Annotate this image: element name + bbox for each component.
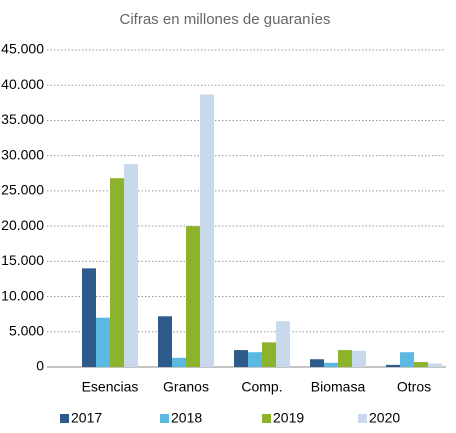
- bar: [158, 316, 172, 367]
- bar: [200, 94, 214, 367]
- bar: [338, 350, 352, 367]
- y-tick-label: 15.000: [1, 252, 44, 268]
- legend-swatch: [358, 414, 367, 423]
- y-tick-label: 0: [36, 358, 44, 374]
- y-tick-label: 20.000: [1, 217, 44, 233]
- bar: [186, 226, 200, 367]
- bar: [414, 362, 428, 367]
- chart-title: Cifras en millones de guaraníes: [120, 11, 331, 28]
- bar: [234, 350, 248, 367]
- legend-swatch: [60, 414, 69, 423]
- legend-label: 2020: [369, 410, 400, 426]
- bar: [96, 317, 110, 367]
- y-tick-label: 40.000: [1, 76, 44, 92]
- x-tick-label: Granos: [163, 379, 209, 395]
- bar: [428, 363, 442, 367]
- y-tick-label: 5.000: [9, 322, 44, 338]
- bar: [110, 178, 124, 367]
- x-tick-label: Esencias: [82, 379, 139, 395]
- bar: [248, 352, 262, 367]
- y-tick-label: 35.000: [1, 111, 44, 127]
- bar: [82, 268, 96, 367]
- bar: [324, 362, 338, 367]
- bar: [172, 357, 186, 367]
- legend-label: 2017: [71, 410, 102, 426]
- legend-label: 2019: [273, 410, 304, 426]
- legend-label: 2018: [171, 410, 202, 426]
- x-tick-label: Comp.: [241, 379, 282, 395]
- x-tick-label: Otros: [397, 379, 431, 395]
- bar: [352, 350, 366, 367]
- y-tick-label: 10.000: [1, 287, 44, 303]
- legend-swatch: [160, 414, 169, 423]
- bar: [310, 359, 324, 367]
- bar: [400, 352, 414, 367]
- bar: [124, 164, 138, 367]
- y-tick-label: 30.000: [1, 146, 44, 162]
- y-tick-label: 45.000: [1, 41, 44, 57]
- bar: [262, 342, 276, 367]
- legend-swatch: [262, 414, 271, 423]
- bar: [276, 321, 290, 367]
- bar: [386, 364, 400, 367]
- x-tick-label: Biomasa: [311, 379, 366, 395]
- y-tick-label: 25.000: [1, 182, 44, 198]
